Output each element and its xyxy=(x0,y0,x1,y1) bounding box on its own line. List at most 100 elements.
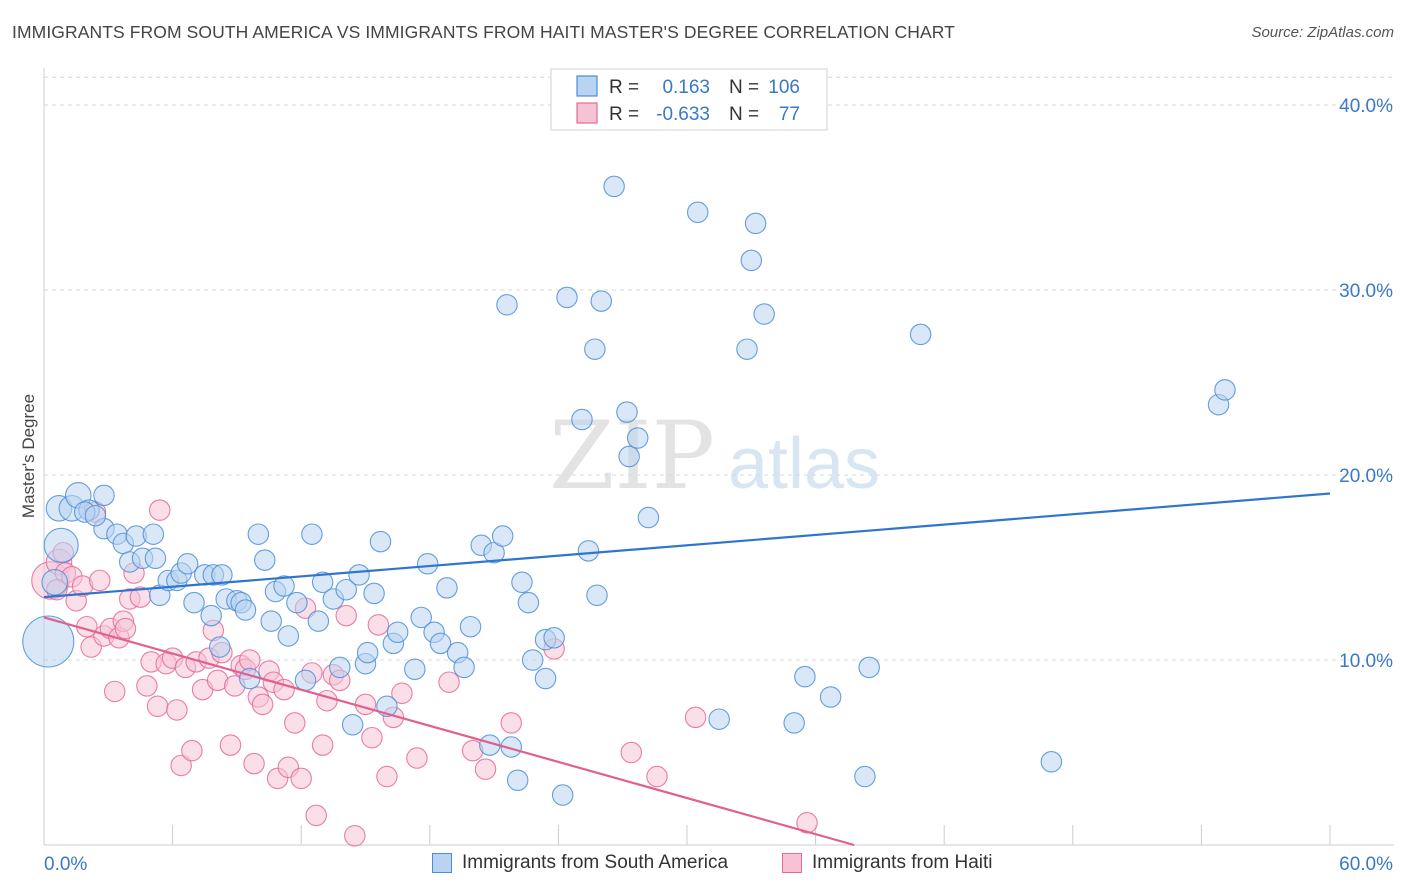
south-america-point-94 xyxy=(909,323,932,346)
south-america-point-45 xyxy=(341,713,364,736)
south-america-point-55 xyxy=(410,606,432,629)
south-america-point-35 xyxy=(273,575,295,597)
south-america-point-84 xyxy=(708,708,730,730)
south-america-point-79 xyxy=(603,175,625,198)
south-america-point-44 xyxy=(335,578,357,601)
watermark-atlas: atlas xyxy=(728,424,880,504)
south-america-point-39 xyxy=(301,523,323,545)
legend-r-value-2: -0.633 xyxy=(656,104,710,125)
haiti-point-21 xyxy=(136,675,158,697)
haiti-point-70 xyxy=(474,758,497,780)
haiti-point-60 xyxy=(344,824,366,847)
south-america-point-33 xyxy=(260,610,282,632)
haiti-point-74 xyxy=(646,765,668,788)
tick-labels: 10.0% 20.0% 30.0% 40.0% 0.0% 60.0% xyxy=(44,96,1393,875)
south-america-point-2 xyxy=(41,568,69,596)
haiti-point-44 xyxy=(251,693,274,716)
legend-n-value-2: 77 xyxy=(779,104,800,125)
south-america-point-97 xyxy=(1214,379,1236,401)
haiti-point-64 xyxy=(376,765,398,788)
haiti-point-66 xyxy=(391,682,413,705)
y-tick-label-2: 30.0% xyxy=(1339,281,1393,302)
haiti-point-76 xyxy=(796,812,818,834)
south-america-point-85 xyxy=(736,338,758,360)
haiti-point-24 xyxy=(148,499,171,521)
south-america-point-68 xyxy=(506,769,529,791)
haiti-point-37 xyxy=(219,734,242,756)
south-america-point-104 xyxy=(84,504,107,527)
haiti-point-30 xyxy=(181,739,203,762)
watermark: ZIP atlas xyxy=(549,402,880,511)
south-america-point-56 xyxy=(416,553,439,575)
south-america-point-72 xyxy=(534,667,557,690)
south-america-point-83 xyxy=(686,201,709,224)
haiti-point-73 xyxy=(620,741,643,764)
south-america-point-105 xyxy=(211,564,233,586)
south-america-trendline xyxy=(43,492,1331,599)
south-america-point-91 xyxy=(819,686,842,708)
south-america-point-81 xyxy=(626,427,649,449)
south-america-point-53 xyxy=(386,621,409,643)
south-america-point-77 xyxy=(577,540,600,562)
source-credit: Source: ZipAtlas.com xyxy=(1251,24,1394,41)
haiti-point-17 xyxy=(114,617,137,640)
south-america-point-43 xyxy=(329,656,351,679)
south-america-point-50 xyxy=(369,530,392,553)
south-america-point-12 xyxy=(142,523,165,545)
south-america-point-89 xyxy=(783,712,805,734)
haiti-point-63 xyxy=(367,614,390,636)
south-america-point-74 xyxy=(543,627,565,649)
south-america-point-32 xyxy=(254,549,276,571)
south-america-point-99 xyxy=(590,290,613,312)
chart-title: IMMIGRANTS FROM SOUTH AMERICA VS IMMIGRA… xyxy=(12,22,955,42)
haiti-trendline xyxy=(43,616,855,847)
south-america-point-69 xyxy=(511,571,533,594)
legend-swatch-haiti xyxy=(782,853,802,873)
south-america-point-101 xyxy=(584,338,606,360)
haiti-point-62 xyxy=(361,726,383,749)
south-america-point-7 xyxy=(93,484,115,507)
south-america-point-95 xyxy=(1040,750,1063,773)
south-america-point-25 xyxy=(209,636,231,658)
haiti-point-23 xyxy=(146,695,169,717)
south-america-point-100 xyxy=(556,286,578,309)
south-america-point-20 xyxy=(176,553,199,575)
south-america-point-78 xyxy=(586,584,608,606)
legend-item-haiti: Immigrants from Haiti xyxy=(782,852,993,874)
south-america-point-37 xyxy=(286,591,308,614)
haiti-point-75 xyxy=(684,706,707,729)
south-america-point-30 xyxy=(239,667,261,690)
south-america-point-61 xyxy=(453,656,475,679)
legend-r-label-2: R = xyxy=(609,104,639,125)
legend-item-south-america: Immigrants from South America xyxy=(432,852,728,874)
haiti-point-14 xyxy=(103,680,126,703)
south-america-point-70 xyxy=(517,591,540,614)
legend-swatch-pink xyxy=(576,102,598,124)
south-america-point-23 xyxy=(200,604,222,627)
south-america-point-92 xyxy=(854,765,876,788)
y-tick-label-0: 10.0% xyxy=(1339,651,1393,672)
south-america-point-90 xyxy=(794,665,816,688)
south-america-point-58 xyxy=(429,632,452,655)
south-america-point-75 xyxy=(551,784,574,806)
south-america-point-86 xyxy=(740,249,763,272)
haiti-point-11 xyxy=(88,569,111,592)
south-america-point-93 xyxy=(858,656,880,679)
legend-n-label-1: N = xyxy=(729,77,759,98)
haiti-point-56 xyxy=(316,689,338,712)
legend-n-value-1: 106 xyxy=(768,77,800,98)
y-axis-label: Master's Degree xyxy=(19,394,38,518)
gridlines xyxy=(44,76,1394,661)
south-america-point-40 xyxy=(307,610,330,632)
south-america-point-59 xyxy=(436,577,458,599)
legend-swatch-blue xyxy=(576,75,598,97)
south-america-point-41 xyxy=(311,571,334,594)
south-america-point-0 xyxy=(22,615,75,668)
haiti-point-55 xyxy=(311,734,334,756)
south-america-point-66 xyxy=(491,525,514,547)
south-america-point-87 xyxy=(744,212,767,235)
haiti-point-54 xyxy=(305,804,327,827)
south-america-point-48 xyxy=(356,641,379,664)
south-america-point-102 xyxy=(496,294,518,316)
y-tick-label-1: 20.0% xyxy=(1339,466,1393,487)
